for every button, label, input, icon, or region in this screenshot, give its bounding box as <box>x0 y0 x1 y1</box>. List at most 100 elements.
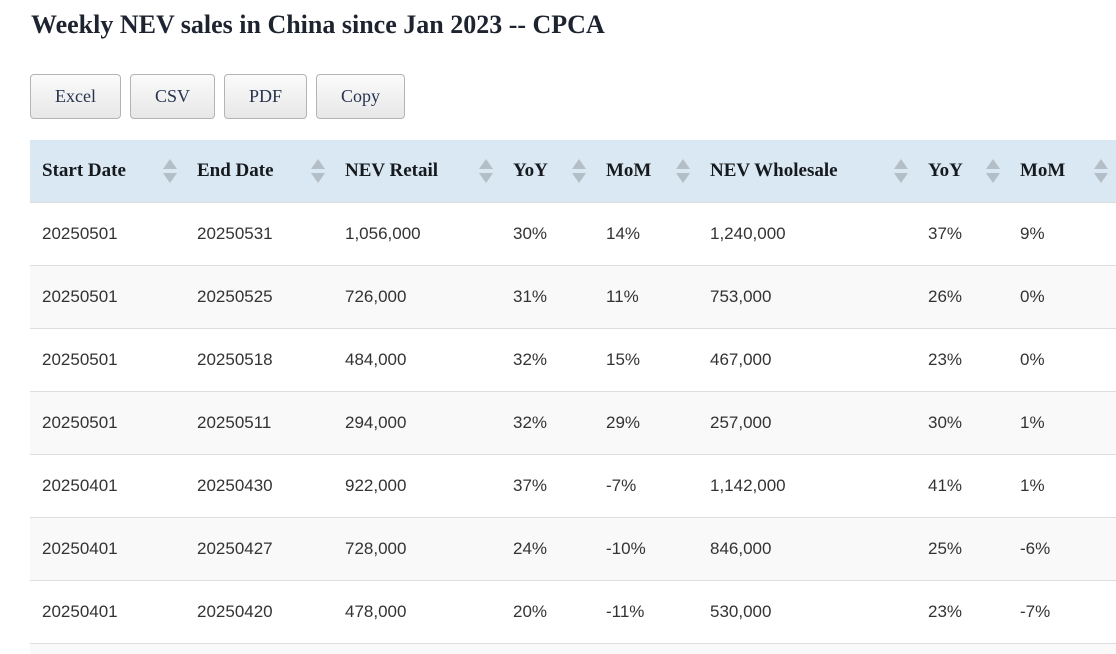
table-cell: 0% <box>1008 327 1116 391</box>
column-label: MoM <box>1020 159 1066 181</box>
table-row: 20250501 20250525 726,000 31% 11% 753,000 26% 0… <box>30 264 1116 328</box>
excel-button[interactable]: Excel <box>30 74 121 119</box>
sort-icon <box>676 158 690 183</box>
table-cell: 23% <box>916 327 1008 391</box>
pdf-button[interactable]: PDF <box>224 74 308 119</box>
table-cell: 20250518 <box>185 327 333 391</box>
table-cell: 30% <box>916 390 1008 454</box>
table-cell: 23% <box>916 579 1008 643</box>
table-cell: 846,000 <box>698 516 916 580</box>
sort-icon <box>1094 158 1108 183</box>
table-cell <box>698 642 916 654</box>
table-row: 20250401 20250427 728,000 24% -10% 846,000 25%… <box>30 516 1116 580</box>
column-header-mom[interactable]: MoM <box>1008 140 1116 202</box>
page: { "page": { "title": "Weekly NEV sales i… <box>0 8 1116 654</box>
column-header-start-date[interactable]: Start Date <box>30 140 185 202</box>
sort-icon <box>479 158 493 183</box>
table-row: 20250501 20250518 484,000 32% 15% 467,000 23% 0… <box>30 327 1116 391</box>
table-cell: 20% <box>501 579 594 643</box>
column-label: MoM <box>606 159 652 181</box>
table-cell: 41% <box>916 453 1008 517</box>
table-cell <box>185 642 333 654</box>
column-header-end-date[interactable]: End Date <box>185 140 333 202</box>
export-toolbar: Excel CSV PDF Copy <box>30 74 1116 119</box>
table-cell: 294,000 <box>333 390 501 454</box>
table-cell: 30% <box>501 201 594 265</box>
column-header-yoy[interactable]: YoY <box>501 140 594 202</box>
column-label: End Date <box>197 159 274 181</box>
table-cell: 20250401 <box>30 516 185 580</box>
page-title: Weekly NEV sales in China since Jan 2023… <box>31 10 605 39</box>
table-cell: 37% <box>501 453 594 517</box>
sort-icon <box>311 158 325 183</box>
table-cell: -6% <box>1008 516 1116 580</box>
table-row: 20250401 20250420 478,000 20% -11% 530,000 23%… <box>30 579 1116 643</box>
column-label: NEV Retail <box>345 159 439 181</box>
table-cell: 20250427 <box>185 516 333 580</box>
table-cell: 728,000 <box>333 516 501 580</box>
table-cell: 484,000 <box>333 327 501 391</box>
main-content: Weekly NEV sales in China since Jan 2023… <box>30 8 1116 654</box>
table-cell: 25% <box>916 516 1008 580</box>
sort-icon <box>572 158 586 183</box>
table-cell: 29% <box>594 390 698 454</box>
table-cell: 20250430 <box>185 453 333 517</box>
table-cell: 20250511 <box>185 390 333 454</box>
table-cell: 753,000 <box>698 264 916 328</box>
table-cell <box>30 642 185 654</box>
column-header-nev-wholesale[interactable]: NEV Wholesale <box>698 140 916 202</box>
table-cell: 922,000 <box>333 453 501 517</box>
table-row-partial <box>30 642 1116 654</box>
table-cell: 1,142,000 <box>698 453 916 517</box>
column-label: YoY <box>928 159 963 181</box>
table-cell: 0% <box>1008 264 1116 328</box>
column-header-mom[interactable]: MoM <box>594 140 698 202</box>
column-label: Start Date <box>42 159 126 181</box>
table-cell: 37% <box>916 201 1008 265</box>
nev-sales-table: Start Date End Date NEV Retail YoY MoM NEV Wh… <box>30 140 1116 654</box>
table-body: 20250501 20250531 1,056,000 30% 14% 1,240,000… <box>30 201 1116 654</box>
table-cell: 20250501 <box>30 201 185 265</box>
table-cell <box>594 642 698 654</box>
table-cell: 1% <box>1008 390 1116 454</box>
table-cell: 726,000 <box>333 264 501 328</box>
table-cell: 14% <box>594 201 698 265</box>
table-cell: 530,000 <box>698 579 916 643</box>
column-label: YoY <box>513 159 548 181</box>
table-cell: 11% <box>594 264 698 328</box>
table-cell: 20250525 <box>185 264 333 328</box>
table-cell: 1% <box>1008 453 1116 517</box>
table-cell: 9% <box>1008 201 1116 265</box>
table-cell: 20250501 <box>30 390 185 454</box>
table-cell: 20250401 <box>30 453 185 517</box>
sort-icon <box>163 158 177 183</box>
sort-icon <box>894 158 908 183</box>
table-cell: 1,240,000 <box>698 201 916 265</box>
column-header-nev-retail[interactable]: NEV Retail <box>333 140 501 202</box>
table-cell: 24% <box>501 516 594 580</box>
sort-icon <box>986 158 1000 183</box>
table-cell: 20250501 <box>30 327 185 391</box>
table-cell: 478,000 <box>333 579 501 643</box>
csv-button[interactable]: CSV <box>129 74 215 119</box>
table-cell: 1,056,000 <box>333 201 501 265</box>
table-cell: 20250501 <box>30 264 185 328</box>
table-cell: 32% <box>501 390 594 454</box>
table-cell: 20250531 <box>185 201 333 265</box>
table-cell: 32% <box>501 327 594 391</box>
table-cell <box>333 642 501 654</box>
table-cell: -11% <box>594 579 698 643</box>
copy-button[interactable]: Copy <box>316 74 406 119</box>
table-cell <box>916 642 1008 654</box>
column-header-yoy[interactable]: YoY <box>916 140 1008 202</box>
table-cell: 15% <box>594 327 698 391</box>
column-label: NEV Wholesale <box>710 159 838 181</box>
table-row: 20250401 20250430 922,000 37% -7% 1,142,000 41… <box>30 453 1116 517</box>
table-cell: -10% <box>594 516 698 580</box>
table-cell: 467,000 <box>698 327 916 391</box>
table-cell: 31% <box>501 264 594 328</box>
table-cell: 257,000 <box>698 390 916 454</box>
header-row: Start Date End Date NEV Retail YoY MoM NEV Wh… <box>30 140 1116 202</box>
table-cell: 26% <box>916 264 1008 328</box>
table-cell: -7% <box>594 453 698 517</box>
